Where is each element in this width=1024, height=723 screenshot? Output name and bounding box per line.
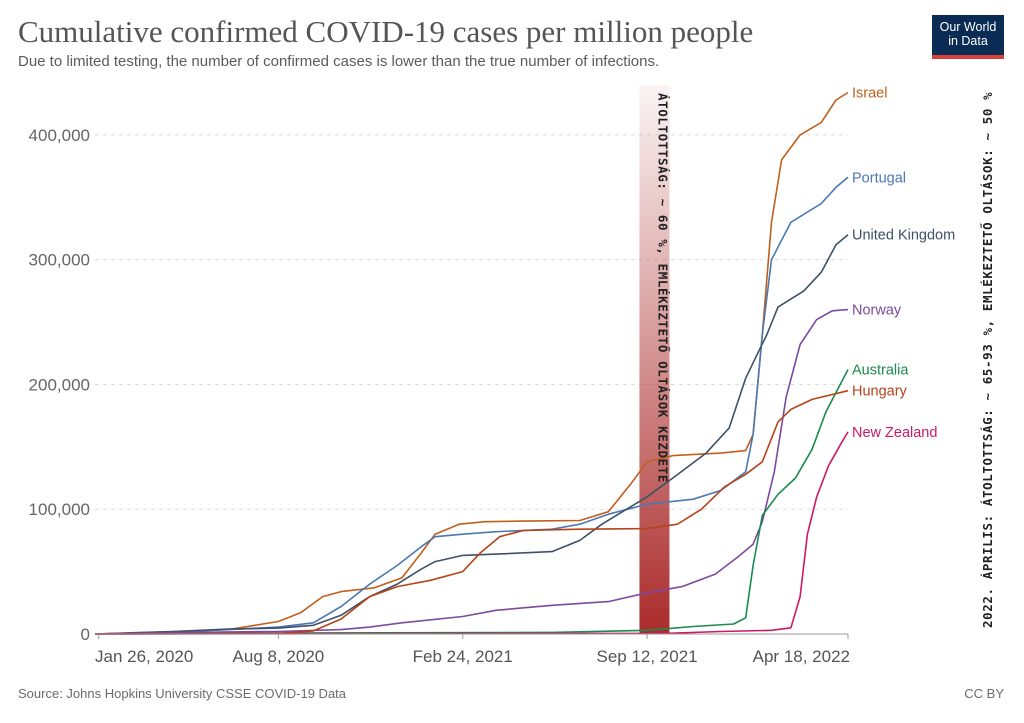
series-label-portugal[interactable]: Portugal (852, 170, 906, 186)
series-line-portugal[interactable] (94, 176, 849, 635)
y-tick-label: 200,000 (29, 375, 90, 394)
series-label-norway[interactable]: Norway (852, 303, 902, 319)
annotation-band (639, 85, 670, 634)
logo-line-1: Our World (939, 20, 997, 34)
side-annotation-text: 2022. ÁPRILIS: ÁTOLTOTTSÁG: ~ 65-93 %, E… (980, 92, 995, 628)
logo-line-2: in Data (948, 34, 988, 48)
series-label-hungary[interactable]: Hungary (852, 384, 908, 400)
annotations: ÁTOLTOTTSÁG: ~ 60 %, EMLÉKEZTETŐ OLTÁSOK… (655, 92, 995, 628)
x-tick-label: Aug 8, 2020 (233, 647, 325, 666)
series-labels: Israel Portugal United Kingdom Norway Austra… (852, 85, 955, 440)
chart-subtitle: Due to limited testing, the number of co… (18, 53, 660, 70)
source-note[interactable]: Source: Johns Hopkins University CSSE CO… (18, 686, 347, 701)
series-label-australia[interactable]: Australia (852, 362, 909, 378)
series-line-australia[interactable] (94, 369, 849, 635)
series-label-israel[interactable]: Israel (852, 85, 887, 101)
series-label-new-zealand[interactable]: New Zealand (852, 425, 937, 441)
series-label-united-kingdom[interactable]: United Kingdom (852, 228, 955, 244)
y-tick-label: 0 (81, 625, 90, 644)
y-tick-label: 300,000 (29, 251, 90, 270)
x-tick-label: Jan 26, 2020 (95, 647, 193, 666)
series-line-norway[interactable] (94, 308, 849, 635)
series-lines (94, 91, 849, 635)
grid-lines (95, 134, 848, 510)
x-tick-label: Feb 24, 2021 (413, 647, 513, 666)
series-line-hungary[interactable] (94, 389, 849, 635)
chart-title: Cumulative confirmed COVID-19 cases per … (18, 14, 754, 49)
y-tick-label: 100,000 (29, 500, 90, 519)
license-link[interactable]: CC BY (964, 686, 1004, 701)
x-tick-label: Apr 18, 2022 (753, 647, 850, 666)
owid-logo[interactable]: Our World in Data (932, 15, 1004, 59)
axes: 0 100,000 200,000 300,000 400,000 Jan 26, 202… (29, 126, 850, 666)
x-tick-label: Sep 12, 2021 (596, 647, 697, 666)
series-line-united-kingdom[interactable] (94, 234, 849, 635)
band-annotation-text: ÁTOLTOTTSÁG: ~ 60 %, EMLÉKEZTETŐ OLTÁSOK… (655, 93, 670, 483)
y-tick-label: 400,000 (29, 126, 90, 145)
vaccination-band (639, 85, 670, 634)
series-line-new-zealand[interactable] (94, 431, 849, 635)
series-line-israel[interactable] (94, 91, 849, 635)
